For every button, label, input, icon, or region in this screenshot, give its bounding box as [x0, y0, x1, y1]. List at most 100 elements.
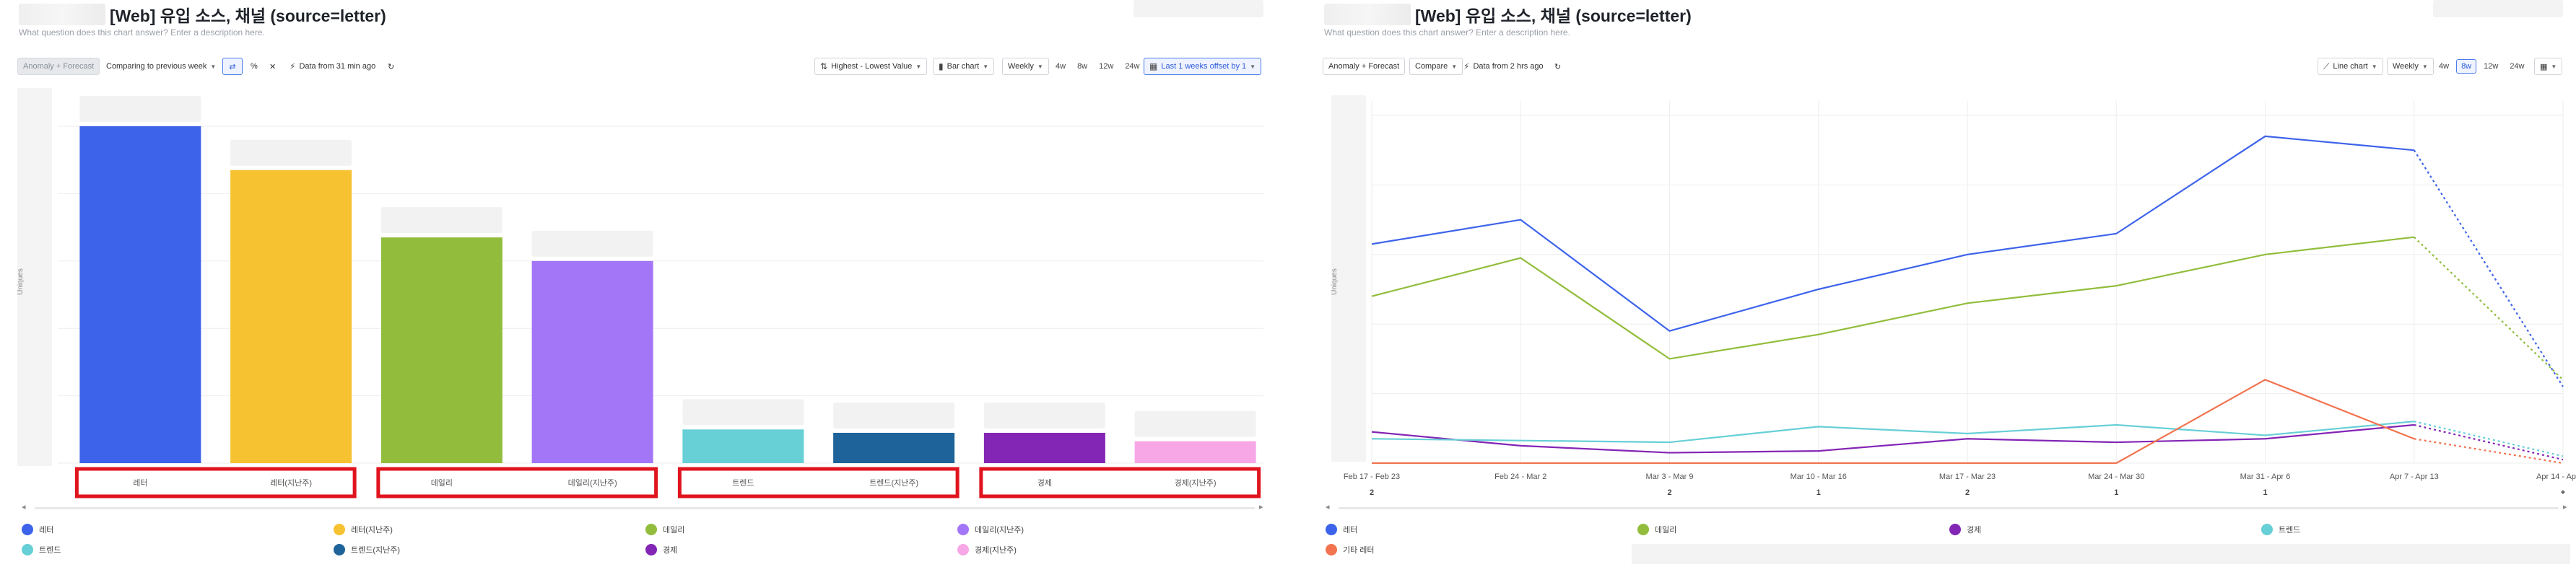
sort-icon: ⇅ [820, 61, 828, 71]
date-offset-dropdown[interactable]: ▦ Last 1 weeks offset by 1 ▼ [1144, 58, 1262, 75]
series-forecast-line [2413, 149, 2564, 387]
anomaly-forecast-button[interactable]: Anomaly + Forecast [17, 58, 100, 75]
bar [531, 260, 653, 463]
scroll-right-icon[interactable]: ▸ [2563, 503, 2567, 511]
legend-item[interactable]: 트렌드 [22, 544, 61, 555]
compare-icon: ⇄ [229, 62, 236, 71]
series-line [1372, 379, 2415, 465]
range-selector: 4w 8w 12w 24w [1048, 58, 1144, 75]
close-compare-button[interactable]: ✕ [264, 58, 281, 75]
refresh-button[interactable]: ↻ [1549, 58, 1566, 75]
sort-dropdown[interactable]: ⇅ Highest - Lowest Value ▼ [814, 58, 928, 75]
calendar-dropdown[interactable]: ▦ ▼ [2534, 58, 2563, 75]
highlight-box [677, 467, 960, 498]
chevron-down-icon: ▼ [983, 63, 989, 70]
annotation-count: 2 [1965, 488, 1970, 497]
legend-swatch-icon [957, 544, 969, 555]
legend-item[interactable]: 경제(지난주) [957, 544, 1017, 555]
value-label-redacted [79, 96, 201, 122]
horizontal-scrollbar[interactable] [35, 507, 1255, 509]
bar [1134, 441, 1256, 463]
bar [682, 429, 804, 463]
legend-item[interactable]: 데일리 [1637, 524, 1676, 535]
category-label: 레터(지난주) [270, 478, 312, 488]
chevron-down-icon: ▼ [210, 63, 217, 70]
scroll-left-icon[interactable]: ◂ [1326, 503, 1330, 511]
legend-item[interactable]: 레터 [1326, 524, 1357, 535]
legend-swatch-icon [1326, 524, 1337, 535]
legend-item[interactable]: 트렌드(지난주) [334, 544, 400, 555]
chart-description[interactable]: What question does this chart answer? En… [19, 27, 265, 38]
legend-item[interactable]: 경제 [1949, 524, 1981, 535]
x-tick-label: Mar 10 - Mar 16 [1790, 473, 1847, 481]
category-label: 트렌드(지난주) [869, 478, 918, 488]
legend-label: 레터 [1343, 526, 1358, 535]
refresh-button[interactable]: ↻ [383, 58, 399, 75]
legend-item[interactable]: 경제 [645, 544, 677, 555]
chevron-down-icon: ▼ [2371, 63, 2377, 70]
series-line [1371, 423, 2414, 454]
range-12w[interactable]: 12w [1099, 62, 1114, 71]
legend-swatch-icon [22, 544, 33, 555]
y-axis-band [17, 88, 52, 466]
range-12w[interactable]: 12w [2484, 62, 2499, 71]
value-label-redacted [380, 207, 502, 234]
category-label: 데일리 [431, 478, 453, 488]
legend-swatch-icon [1637, 524, 1649, 535]
redacted-block [1133, 0, 1263, 17]
chart-type-dropdown[interactable]: ▮ Bar chart ▼ [933, 58, 995, 75]
chevron-down-icon: ▼ [1037, 63, 1043, 70]
line-chart-icon: ⟋ [2323, 61, 2330, 71]
line-chart-panel: [Web] 유입 소스, 채널 (source=letter) What que… [1321, 0, 2576, 580]
highlight-box [74, 467, 357, 498]
chevron-down-icon: ▼ [2421, 63, 2428, 70]
range-4w[interactable]: 4w [2439, 62, 2450, 71]
legend-swatch-icon [645, 544, 657, 555]
legend-item[interactable]: 레터 [22, 524, 53, 535]
legend-swatch-icon [1326, 544, 1337, 555]
annotation-count: + [2561, 488, 2565, 497]
anomaly-forecast-button[interactable]: Anomaly + Forecast [1323, 58, 1406, 75]
scroll-left-icon[interactable]: ◂ [22, 503, 26, 511]
chevron-down-icon: ▼ [2551, 63, 2557, 70]
chart-description[interactable]: What question does this chart answer? En… [1324, 27, 1570, 38]
bar [983, 432, 1105, 463]
category-label: 데일리(지난주) [568, 478, 617, 488]
scroll-right-icon[interactable]: ▸ [1259, 503, 1263, 511]
legend-background [1632, 544, 2570, 564]
legend-label: 기타 레터 [1343, 546, 1375, 555]
legend-item[interactable]: 트렌드 [2261, 524, 2300, 535]
interval-dropdown[interactable]: Weekly ▼ [1002, 58, 1049, 75]
range-8w[interactable]: 8w [2456, 59, 2477, 74]
bar-chart-icon: ▮ [939, 61, 944, 71]
annotation-count: 2 [1667, 488, 1671, 497]
range-24w[interactable]: 24w [2510, 62, 2525, 71]
chart-type-dropdown[interactable]: ⟋ Line chart ▼ [2318, 58, 2383, 75]
chart-title[interactable]: [Web] 유입 소스, 채널 (source=letter) [110, 6, 386, 25]
annotation-count: 2 [1370, 488, 1374, 497]
interval-dropdown[interactable]: Weekly ▼ [2387, 58, 2434, 75]
legend-item[interactable]: 기타 레터 [1326, 544, 1375, 555]
percent-icon-button[interactable]: % [245, 58, 263, 75]
legend-item[interactable]: 레터(지난주) [334, 524, 393, 535]
compare-mode-icon-button[interactable]: ⇄ [222, 58, 243, 75]
range-4w[interactable]: 4w [1056, 62, 1066, 71]
legend-item[interactable]: 데일리(지난주) [957, 524, 1024, 535]
range-24w[interactable]: 24w [1125, 62, 1140, 71]
refresh-icon: ↻ [388, 62, 395, 71]
comparing-dropdown[interactable]: Comparing to previous week ▼ [106, 62, 217, 71]
range-8w[interactable]: 8w [1077, 62, 1088, 71]
x-tick-label: Mar 24 - Mar 30 [2088, 473, 2144, 481]
value-label-redacted [230, 139, 352, 166]
legend-swatch-icon [957, 524, 969, 535]
horizontal-scrollbar[interactable] [1339, 507, 2559, 509]
annotation-count: 1 [1816, 488, 1821, 497]
chart-title[interactable]: [Web] 유입 소스, 채널 (source=letter) [1415, 6, 1692, 25]
legend-item[interactable]: 데일리 [645, 524, 684, 535]
redacted-block [1324, 4, 1411, 25]
legend-label: 데일리 [1655, 526, 1677, 535]
legend-swatch-icon [334, 544, 345, 555]
value-label-redacted [833, 402, 955, 429]
compare-dropdown[interactable]: Compare ▼ [1409, 58, 1463, 75]
